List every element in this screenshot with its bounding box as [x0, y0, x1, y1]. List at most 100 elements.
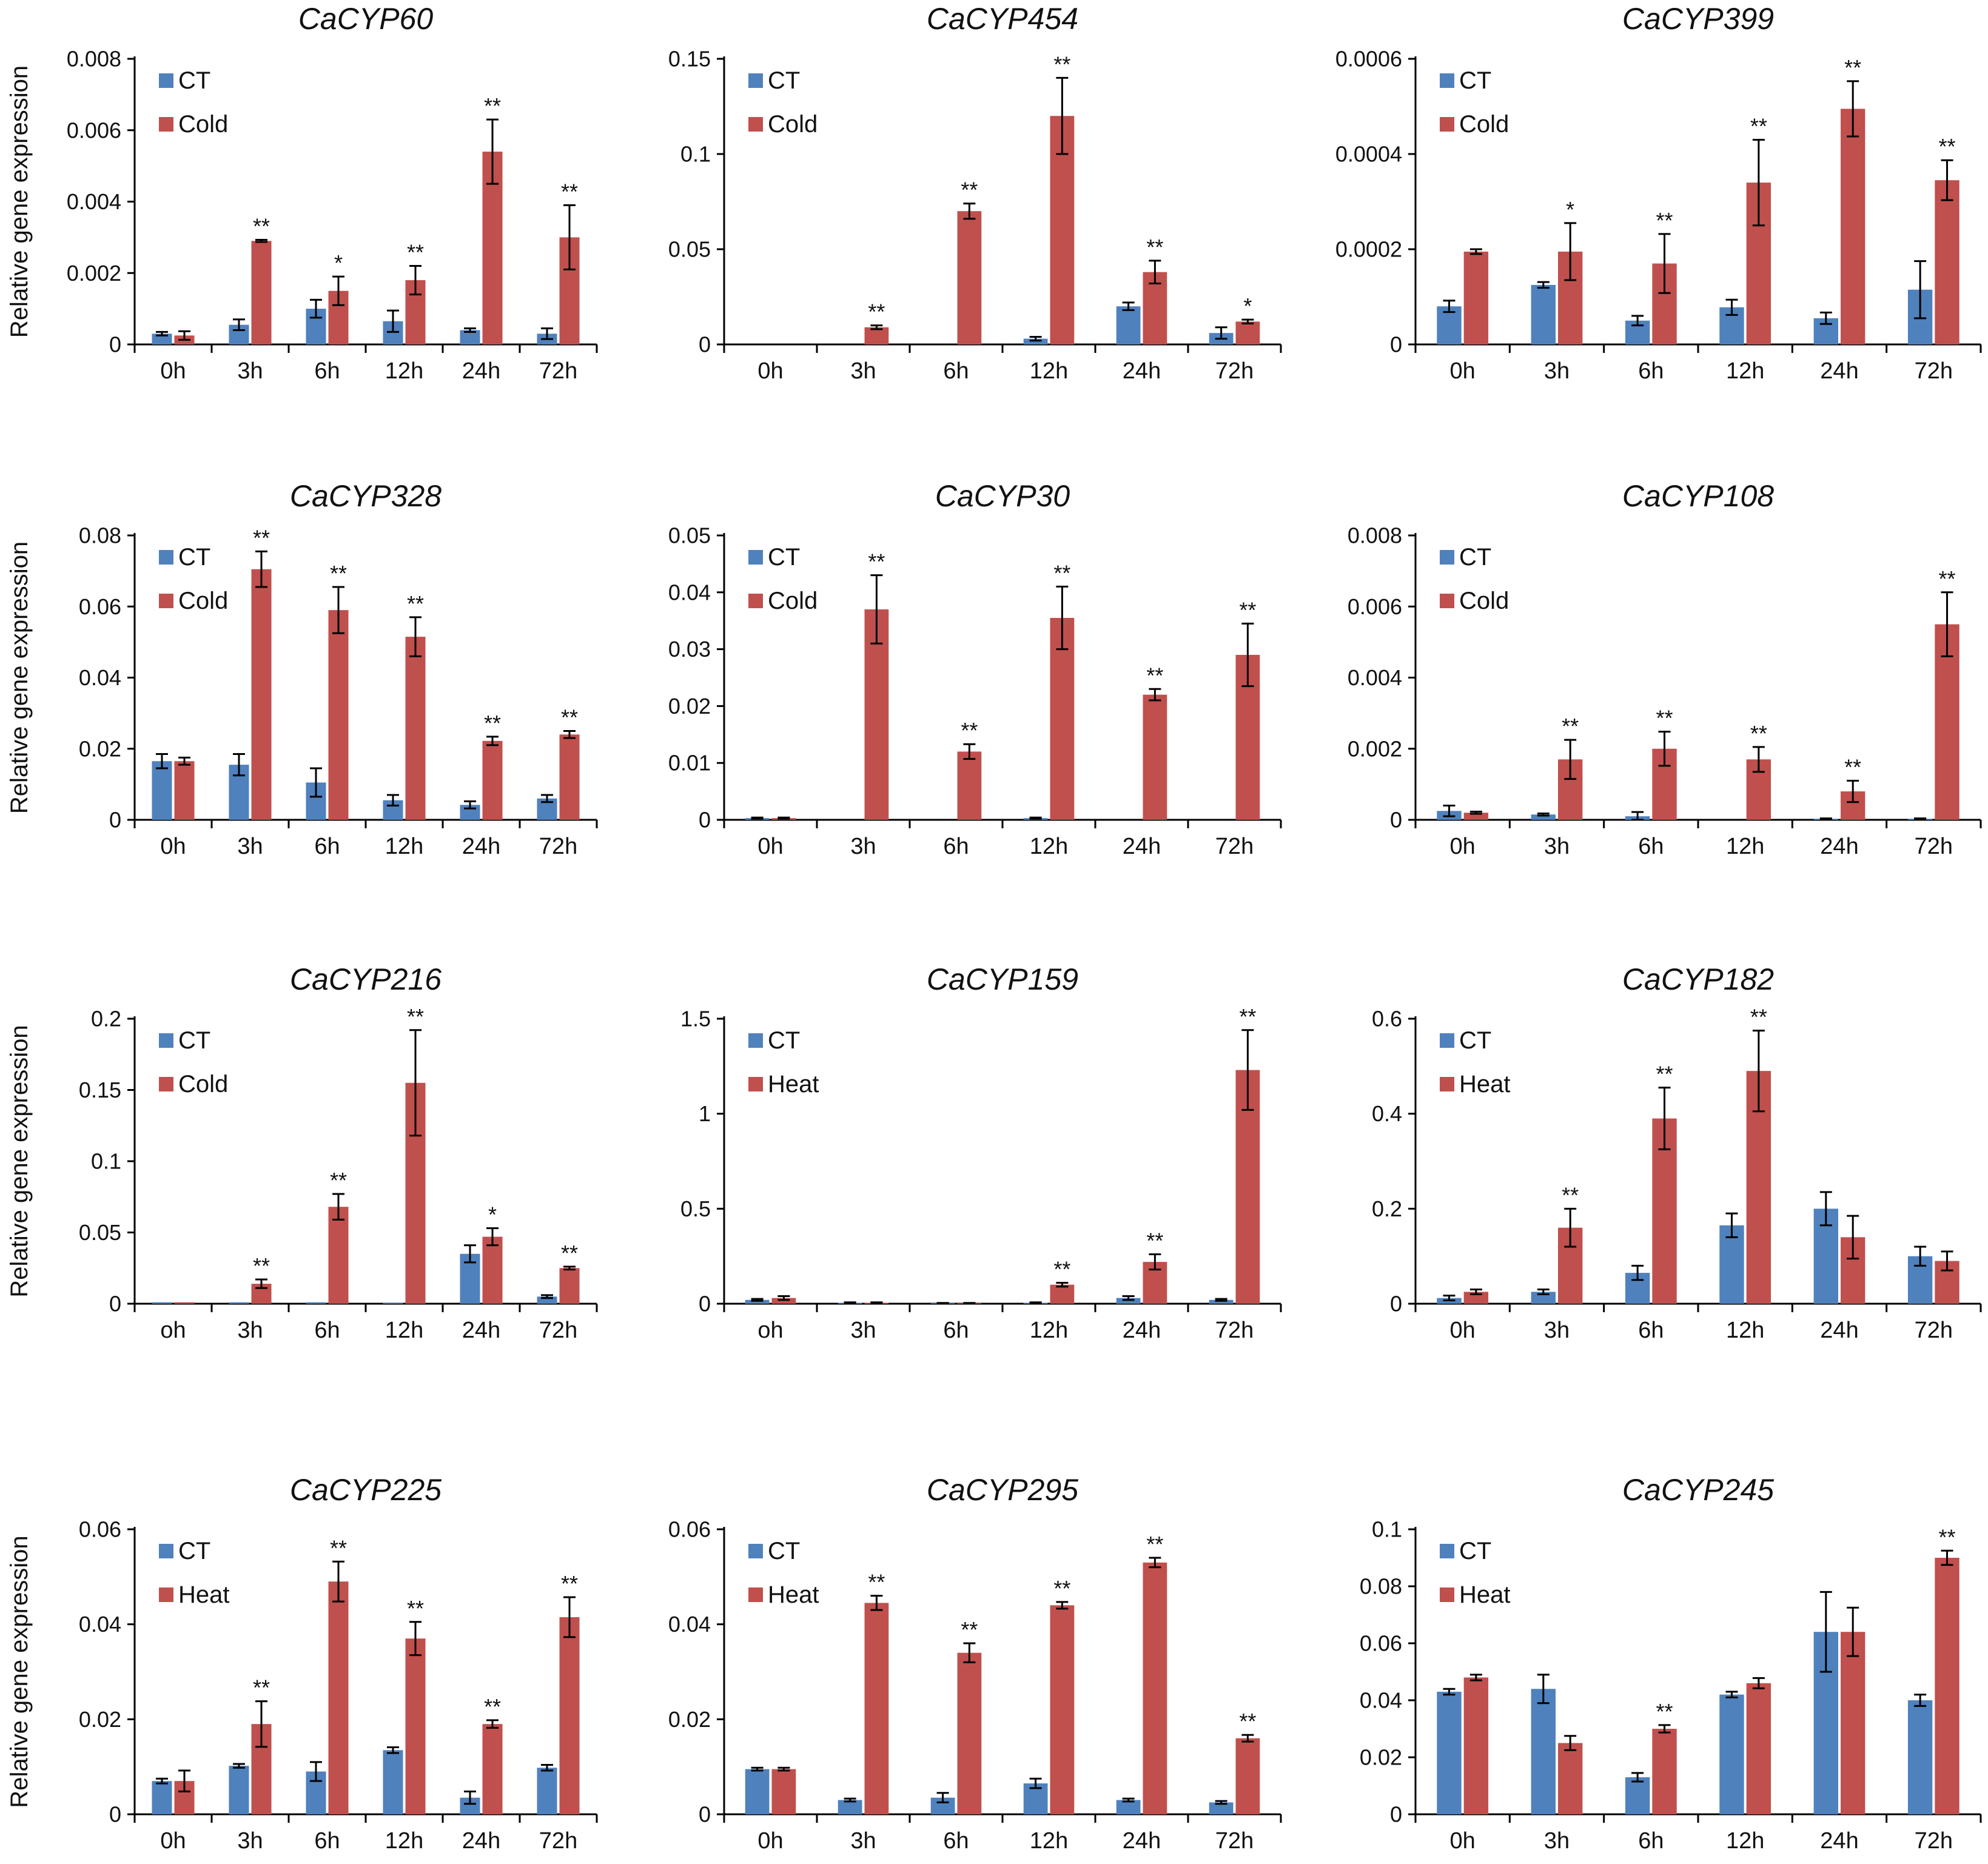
chart-title: CaCYP30: [935, 479, 1070, 513]
significance-mark: **: [1053, 52, 1070, 76]
bar-treatment: [405, 1638, 426, 1814]
legend-swatch: [748, 1544, 763, 1558]
bar-treatment: [1558, 1743, 1583, 1814]
bar-treatment: [482, 1236, 503, 1304]
x-tick-label: 72h: [539, 1318, 577, 1343]
x-tick-label: 72h: [539, 834, 577, 859]
bar-treatment: [1935, 1558, 1959, 1814]
bar-treatment: [1463, 1677, 1489, 1814]
y-tick-label: 0.1: [1372, 1517, 1402, 1542]
legend-label: Cold: [178, 111, 228, 138]
y-tick-label: 1.5: [680, 1007, 711, 1031]
legend-label: Cold: [768, 111, 818, 138]
y-tick-label: 0.06: [1360, 1631, 1402, 1656]
y-tick-label: 0.0004: [1335, 142, 1402, 167]
significance-mark: **: [868, 1570, 885, 1595]
y-tick-label: 0.08: [1360, 1574, 1402, 1599]
legend-label: CT: [1459, 67, 1491, 94]
chart-panel-CaCYP108: CaCYP108 0 0.002 0.004 0.006 0.008 0h 3h ** 6h ** 1…: [1348, 479, 1982, 859]
x-tick-label: 72h: [1915, 834, 1953, 859]
x-tick-label: 3h: [237, 1318, 263, 1343]
legend-swatch: [748, 550, 763, 565]
x-tick-label: 0h: [160, 358, 186, 384]
significance-mark: **: [1239, 1004, 1256, 1029]
y-tick-label: 1: [699, 1101, 711, 1126]
bar-treatment: [251, 569, 272, 820]
x-tick-label: 12h: [1030, 1828, 1068, 1854]
chart-panel-CaCYP30: CaCYP30 0 0.01 0.02 0.03 0.04 0.05 0h 3h ** 6h ** 12…: [668, 479, 1282, 859]
y-tick-label: 0.04: [668, 1612, 711, 1637]
significance-mark: *: [1243, 293, 1252, 318]
x-tick-label: 0h: [1450, 834, 1476, 859]
y-tick-label: 0: [1390, 332, 1402, 357]
x-tick-label: 3h: [1544, 1318, 1570, 1343]
bar-treatment: [864, 609, 889, 820]
chart-panel-CaCYP159: CaCYP159 0 0.5 1 1.5 oh 3h 6h 12h ** 24h ** 72h ** CT H…: [680, 962, 1282, 1343]
x-tick-label: 0h: [1450, 358, 1476, 384]
significance-mark: *: [488, 1202, 497, 1227]
bar-ct: [1116, 1298, 1141, 1304]
x-tick-label: 72h: [1215, 358, 1254, 384]
y-tick-label: 0.15: [79, 1078, 121, 1102]
x-tick-label: 3h: [237, 834, 263, 859]
legend-label: Cold: [1459, 111, 1509, 138]
bar-treatment: [328, 1207, 349, 1304]
y-tick-label: 0.006: [67, 118, 121, 142]
y-tick-label: 0.002: [1348, 736, 1402, 761]
significance-mark: **: [407, 591, 424, 616]
chart-title: CaCYP108: [1622, 479, 1774, 513]
significance-mark: **: [1939, 566, 1956, 591]
chart-title: CaCYP454: [927, 2, 1078, 36]
y-tick-label: 0: [699, 332, 711, 357]
y-tick-label: 0.02: [1360, 1745, 1402, 1770]
legend-swatch: [159, 1033, 173, 1048]
x-tick-label: 12h: [1726, 1318, 1764, 1343]
bar-ct: [306, 1302, 326, 1304]
legend-label: CT: [768, 544, 800, 571]
significance-mark: **: [1656, 1699, 1673, 1724]
bar-ct: [838, 1800, 862, 1814]
chart-title: CaCYP295: [927, 1473, 1078, 1507]
bar-treatment: [1841, 109, 1865, 345]
x-tick-label: 3h: [237, 1828, 263, 1854]
bar-ct: [1023, 338, 1048, 344]
y-tick-label: 0.4: [1372, 1101, 1402, 1126]
bar-treatment: [771, 1769, 796, 1814]
y-tick-label: 0.06: [668, 1517, 711, 1542]
legend-swatch: [1440, 550, 1454, 565]
bar-ct: [1209, 1802, 1234, 1814]
y-tick-label: 0.6: [1372, 1007, 1402, 1031]
bar-ct: [1531, 814, 1556, 820]
bar-treatment: [559, 1617, 580, 1814]
bar-ct: [1625, 1777, 1650, 1814]
y-tick-label: 0.02: [79, 1707, 121, 1732]
x-tick-label: 24h: [1820, 1318, 1858, 1343]
significance-mark: **: [1656, 1062, 1673, 1087]
x-tick-label: 0h: [1450, 1828, 1476, 1854]
y-tick-label: 0.5: [680, 1196, 711, 1221]
legend-label: Heat: [768, 1071, 819, 1098]
legend-swatch: [748, 73, 763, 88]
legend-swatch: [159, 1544, 173, 1558]
bar-ct: [745, 1299, 770, 1304]
significance-mark: **: [868, 300, 885, 324]
significance-mark: **: [1844, 55, 1861, 80]
significance-mark: **: [561, 1571, 578, 1596]
y-axis-label: Relative gene expression: [6, 541, 33, 814]
y-tick-label: 0.04: [79, 1612, 121, 1637]
bar-ct: [1531, 1292, 1556, 1304]
y-tick-label: 0: [699, 808, 711, 833]
y-axis-label: Relative gene expression: [6, 65, 33, 338]
legend-swatch: [159, 1587, 173, 1602]
x-tick-label: 72h: [1215, 834, 1254, 859]
bar-treatment: [482, 1724, 503, 1814]
x-tick-label: 0h: [160, 834, 186, 859]
x-tick-label: oh: [757, 1318, 783, 1343]
x-tick-label: 0h: [1450, 1318, 1476, 1343]
y-tick-label: 0.06: [79, 594, 121, 619]
significance-mark: **: [1146, 1229, 1163, 1253]
bar-treatment: [174, 761, 195, 820]
significance-mark: *: [334, 250, 343, 275]
chart-panel-CaCYP295: CaCYP295 0 0.02 0.04 0.06 0h 3h ** 6h ** 12h ** 24h *…: [668, 1473, 1282, 1854]
legend-label: CT: [178, 1027, 210, 1054]
